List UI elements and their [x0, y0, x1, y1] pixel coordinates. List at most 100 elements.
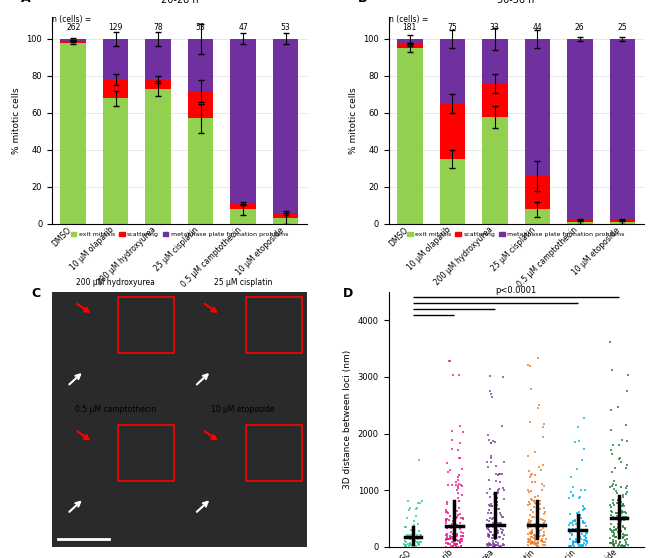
- Point: [567, 491, 578, 500]
- Point: [482, 541, 492, 550]
- Point: [618, 509, 628, 518]
- Point: [493, 471, 503, 480]
- Point: [412, 504, 423, 513]
- Point: [579, 538, 590, 547]
- Point: [487, 514, 497, 523]
- Point: [567, 527, 577, 536]
- Point: [532, 542, 542, 551]
- Point: [455, 524, 465, 533]
- Point: [449, 540, 460, 549]
- Bar: [118, 425, 174, 480]
- Point: [537, 534, 547, 543]
- Point: [610, 533, 620, 542]
- Point: [527, 538, 538, 547]
- Text: A: A: [21, 0, 31, 5]
- Point: [498, 541, 508, 550]
- Point: [445, 466, 456, 475]
- Point: [573, 507, 584, 516]
- Point: [538, 516, 548, 525]
- Point: [451, 521, 462, 530]
- Point: [448, 530, 459, 539]
- Point: [449, 511, 460, 519]
- Point: [580, 533, 591, 542]
- Point: [525, 529, 536, 538]
- Point: [486, 451, 496, 460]
- Point: [538, 531, 549, 540]
- Point: [486, 438, 497, 447]
- Point: [573, 526, 584, 535]
- Point: [450, 539, 460, 548]
- Bar: [52, 420, 179, 547]
- Point: [606, 405, 616, 414]
- Point: [447, 523, 457, 532]
- Bar: [610, 220, 635, 222]
- Point: [532, 507, 543, 516]
- Point: [486, 500, 496, 509]
- Point: [523, 451, 534, 460]
- Point: [406, 540, 416, 549]
- Point: [576, 541, 586, 550]
- Point: [567, 529, 577, 538]
- Point: [577, 517, 588, 526]
- Point: [450, 522, 460, 531]
- Point: [532, 511, 542, 520]
- Point: [537, 480, 547, 489]
- Point: [485, 528, 495, 537]
- Point: [493, 469, 504, 478]
- Y-axis label: % mitotic cells: % mitotic cells: [12, 87, 21, 153]
- Point: [412, 531, 423, 540]
- Point: [405, 503, 415, 512]
- Point: [441, 535, 451, 544]
- Point: [582, 537, 592, 546]
- Bar: [231, 204, 256, 209]
- Point: [493, 486, 503, 495]
- Point: [525, 510, 535, 519]
- Text: C: C: [32, 287, 41, 300]
- Point: [448, 517, 458, 526]
- Point: [538, 523, 548, 532]
- Point: [493, 527, 504, 536]
- Point: [454, 422, 465, 431]
- Point: [453, 483, 463, 492]
- Point: [450, 521, 461, 530]
- Point: [455, 537, 465, 546]
- Point: [578, 414, 589, 423]
- Point: [442, 531, 452, 540]
- Point: [621, 437, 632, 446]
- Point: [523, 518, 533, 527]
- Point: [614, 533, 625, 542]
- Point: [612, 489, 622, 498]
- Point: [566, 472, 576, 481]
- Point: [448, 542, 458, 551]
- Point: [482, 489, 492, 498]
- Point: [497, 422, 508, 431]
- Point: [530, 523, 541, 532]
- Text: n (cells) =: n (cells) =: [389, 15, 428, 24]
- Point: [526, 532, 536, 541]
- Bar: [60, 39, 86, 41]
- Point: [484, 526, 494, 535]
- Point: [539, 510, 549, 519]
- Point: [497, 540, 508, 549]
- Point: [489, 532, 500, 541]
- Point: [442, 524, 452, 533]
- Point: [483, 524, 493, 533]
- Point: [573, 533, 584, 542]
- Point: [565, 542, 575, 551]
- Point: [486, 458, 497, 466]
- Point: [582, 539, 592, 548]
- Point: [406, 532, 417, 541]
- Point: [579, 532, 590, 541]
- Point: [540, 508, 550, 517]
- Point: [609, 540, 619, 549]
- Point: [447, 444, 458, 453]
- Text: 181: 181: [402, 22, 417, 32]
- Point: [445, 534, 456, 543]
- Point: [614, 539, 625, 548]
- Text: 129: 129: [109, 22, 123, 32]
- Point: [616, 513, 627, 522]
- Point: [618, 533, 628, 542]
- Point: [484, 531, 494, 540]
- Point: [571, 519, 581, 528]
- Point: [528, 503, 539, 512]
